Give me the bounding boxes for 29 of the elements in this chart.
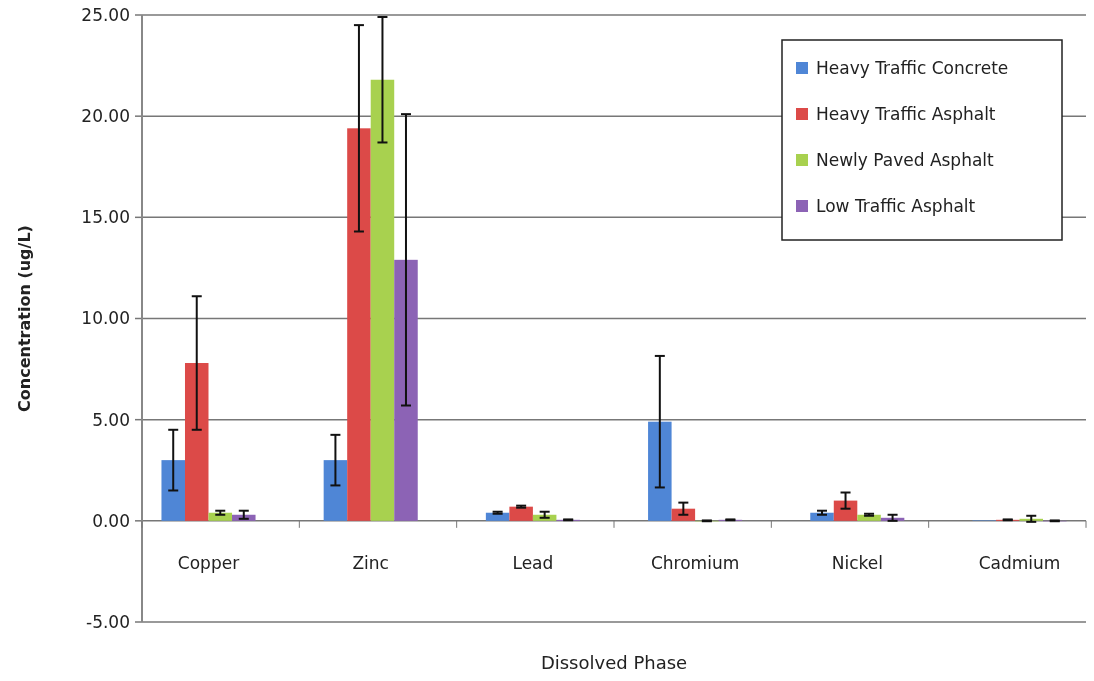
x-tick-label: Lead bbox=[512, 552, 554, 573]
legend-label: Newly Paved Asphalt bbox=[816, 149, 995, 170]
x-tick-label: Cadmium bbox=[978, 552, 1061, 573]
y-tick-label: 15.00 bbox=[81, 207, 130, 228]
legend-label: Heavy Traffic Asphalt bbox=[816, 103, 996, 124]
legend-label: Heavy Traffic Concrete bbox=[816, 57, 1009, 78]
x-tick-label: Copper bbox=[177, 552, 240, 573]
y-tick-label: 20.00 bbox=[81, 106, 130, 127]
bar bbox=[347, 128, 371, 521]
x-axis-title: Dissolved Phase bbox=[540, 652, 688, 673]
bar bbox=[184, 363, 209, 521]
y-tick-label: 10.00 bbox=[81, 308, 130, 329]
x-tick-label: Zinc bbox=[352, 552, 389, 573]
bar bbox=[833, 500, 858, 521]
bar bbox=[370, 79, 395, 521]
legend-label: Low Traffic Asphalt bbox=[816, 195, 976, 216]
y-tick-label: 5.00 bbox=[92, 409, 130, 430]
bar bbox=[1019, 518, 1044, 521]
x-tick-label: Nickel bbox=[831, 552, 883, 573]
y-tick-label: -5.00 bbox=[86, 611, 130, 632]
bar bbox=[509, 506, 533, 521]
y-tick-label: 0.00 bbox=[92, 510, 130, 531]
bar bbox=[394, 259, 418, 521]
bar bbox=[323, 460, 348, 521]
bar bbox=[648, 421, 672, 521]
bar bbox=[161, 460, 185, 521]
y-tick-label: 25.00 bbox=[81, 4, 130, 25]
x-tick-label: Chromium bbox=[650, 552, 740, 573]
y-axis-title: Concentration (ug/L) bbox=[15, 225, 34, 412]
